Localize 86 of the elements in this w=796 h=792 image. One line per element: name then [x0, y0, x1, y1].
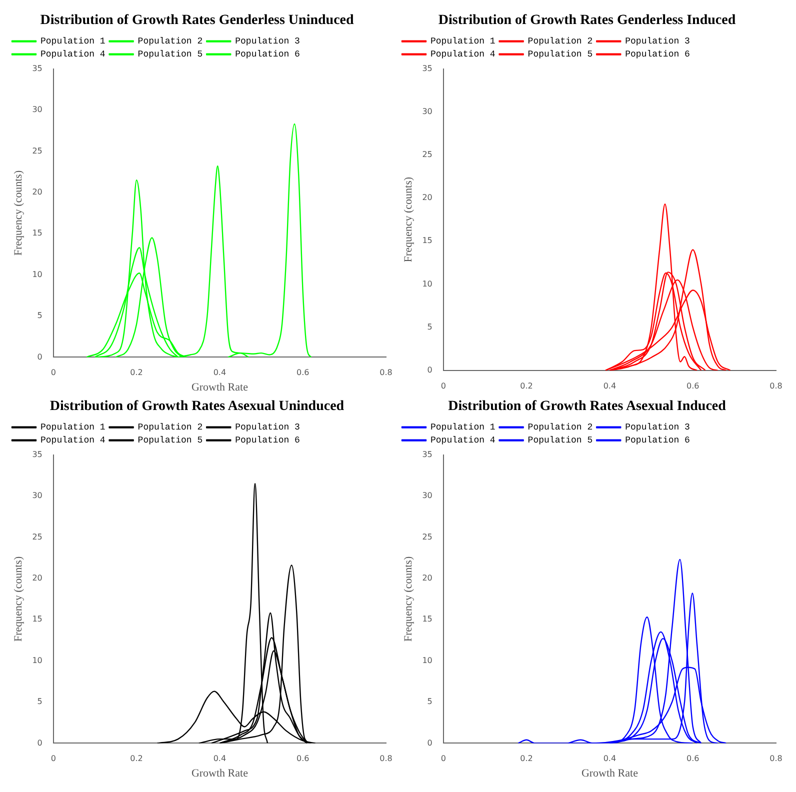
- legend-label: Population 2: [528, 36, 593, 47]
- y-tick-label: 25: [422, 150, 432, 160]
- legend-label: Population 2: [528, 422, 593, 433]
- legend-label: Population 6: [625, 436, 690, 446]
- legend-label: Population 3: [625, 36, 690, 47]
- y-tick-label: 10: [422, 279, 432, 288]
- legend-label: Population 4: [430, 50, 496, 60]
- legend-label: Population 2: [138, 422, 203, 433]
- x-tick-label: 0.8: [380, 368, 392, 378]
- legend-label: Population 5: [528, 50, 593, 60]
- x-axis-title: Growth Rate: [191, 767, 248, 780]
- x-tick-label: 0.4: [213, 368, 226, 378]
- x-tick-label: 0.8: [770, 381, 782, 390]
- x-tick-label: 0.4: [213, 754, 226, 764]
- x-tick-label: 0.8: [380, 754, 392, 764]
- x-tick-label: 0.6: [686, 381, 700, 390]
- y-tick-label: 10: [32, 656, 42, 665]
- y-tick-label: 5: [37, 697, 42, 706]
- legend-label: Population 5: [138, 50, 203, 60]
- y-tick-label: 30: [422, 106, 432, 116]
- chart-title: Distribution of Growth Rates Genderless Uninduced: [40, 13, 354, 28]
- legend-label: Population 3: [625, 422, 690, 433]
- x-tick-label: 0.2: [520, 381, 533, 390]
- x-axis-title: Growth Rate: [191, 381, 248, 394]
- legend-label: Population 4: [40, 436, 106, 446]
- legend-label: Population 3: [235, 36, 300, 47]
- legend-label: Population 5: [138, 436, 203, 446]
- y-tick-label: 0: [427, 738, 432, 748]
- y-tick-label: 35: [422, 450, 432, 459]
- y-tick-label: 25: [32, 532, 42, 542]
- y-tick-label: 15: [422, 614, 432, 624]
- y-tick-label: 0: [37, 352, 42, 362]
- x-tick-label: 0.4: [603, 381, 616, 390]
- legend-label: Population 1: [430, 422, 496, 433]
- y-axis-title: Frequency (counts): [402, 556, 414, 642]
- y-tick-label: 25: [32, 146, 42, 156]
- chart-title: Distribution of Growth Rates Genderless Induced: [438, 13, 736, 28]
- y-tick-label: 15: [32, 228, 42, 238]
- y-axis-title: Frequency (counts): [12, 556, 24, 642]
- y-tick-label: 5: [427, 322, 432, 332]
- legend-label: Population 4: [430, 436, 496, 446]
- y-tick-label: 5: [37, 311, 42, 320]
- legend-label: Population 4: [40, 50, 106, 60]
- y-tick-label: 20: [32, 187, 42, 196]
- y-tick-label: 30: [32, 491, 42, 500]
- x-tick-label: 0: [50, 368, 56, 378]
- x-tick-label: 0.8: [770, 754, 782, 764]
- y-tick-label: 10: [422, 656, 432, 665]
- y-axis-title: Frequency (counts): [12, 170, 24, 256]
- legend-label: Population 5: [528, 436, 593, 446]
- x-tick-label: 0.2: [520, 754, 533, 764]
- x-tick-label: 0.2: [130, 368, 143, 378]
- y-tick-label: 15: [32, 614, 42, 624]
- x-tick-label: 0: [440, 754, 446, 764]
- y-tick-label: 35: [32, 64, 42, 73]
- x-tick-label: 0.2: [130, 754, 143, 764]
- y-tick-label: 20: [32, 573, 42, 582]
- legend-label: Population 2: [138, 36, 203, 47]
- y-tick-label: 20: [422, 193, 432, 202]
- legend-label: Population 1: [430, 36, 496, 47]
- y-tick-label: 20: [422, 573, 432, 582]
- legend-label: Population 1: [40, 422, 106, 433]
- y-tick-label: 35: [422, 64, 432, 73]
- legend-label: Population 1: [40, 36, 106, 47]
- x-tick-label: 0.6: [296, 754, 310, 764]
- y-tick-label: 15: [422, 236, 432, 246]
- chart-title: Distribution of Growth Rates Asexual Induced: [448, 399, 726, 414]
- y-tick-label: 10: [32, 270, 42, 279]
- y-tick-label: 30: [32, 105, 42, 114]
- legend-label: Population 3: [235, 422, 300, 433]
- x-axis-title: Growth Rate: [581, 767, 638, 780]
- legend-label: Population 6: [235, 436, 300, 446]
- y-tick-label: 0: [37, 738, 42, 748]
- y-tick-label: 35: [32, 450, 42, 459]
- legend-label: Population 6: [235, 50, 300, 60]
- x-tick-label: 0.4: [603, 754, 616, 764]
- x-tick-label: 0: [50, 754, 56, 764]
- x-tick-label: 0.6: [686, 754, 700, 764]
- chart-title: Distribution of Growth Rates Asexual Uninduced: [50, 399, 344, 414]
- y-axis-title: Frequency (counts): [402, 176, 414, 262]
- y-tick-label: 25: [422, 532, 432, 542]
- y-tick-label: 30: [422, 491, 432, 500]
- legend-label: Population 6: [625, 50, 690, 60]
- x-tick-label: 0: [440, 381, 446, 390]
- y-tick-label: 5: [427, 697, 432, 706]
- x-tick-label: 0.6: [296, 368, 310, 378]
